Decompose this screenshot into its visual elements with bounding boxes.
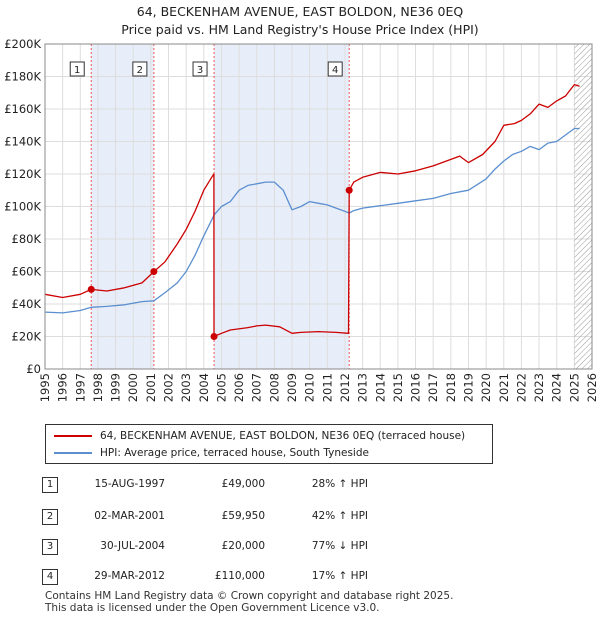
y-tick-label: £20K — [12, 330, 42, 344]
x-tick-label: 2007 — [250, 373, 264, 402]
sale-point — [150, 268, 158, 276]
x-tick-label: 1998 — [91, 373, 105, 402]
x-tick-label: 2013 — [356, 373, 370, 402]
x-tick-label: 2000 — [126, 373, 140, 402]
legend-swatch-hpi — [54, 452, 92, 454]
sale-date: 29-MAR-2012 — [94, 570, 165, 582]
sale-marker-label: 1 — [74, 65, 80, 76]
forecast-hatch-region — [574, 44, 592, 369]
sale-price: £59,950 — [221, 510, 265, 522]
y-tick-label: £200K — [4, 37, 41, 51]
sale-point — [87, 285, 95, 293]
sale-price: £110,000 — [214, 570, 265, 582]
copyright-notice: Contains HM Land Registry data © Crown c… — [45, 590, 454, 602]
chart-subtitle: Price paid vs. HM Land Registry's House … — [121, 22, 479, 37]
x-tick-label: 2009 — [285, 373, 299, 402]
sale-marker-box — [69, 61, 85, 77]
y-tick-label: £0 — [26, 362, 41, 376]
sale-marker-box — [132, 61, 148, 77]
sale-marker-badge: 3 — [192, 61, 208, 77]
x-tick-label: 2023 — [532, 373, 546, 402]
x-tick-label: 2001 — [144, 373, 158, 402]
sale-row: 2 02-MAR-2001 £59,950 42% ↑ HPI — [0, 507, 600, 527]
x-tick-label: 2005 — [214, 373, 228, 402]
x-tick-label: 2003 — [179, 373, 193, 402]
x-tick-label: 2016 — [409, 373, 423, 402]
x-tick-label: 2011 — [320, 373, 334, 402]
x-tick-label: 2014 — [373, 373, 387, 402]
x-tick-label: 2017 — [426, 373, 440, 402]
price-chart: 1 2 3 4 £0 £20K £40K £60K £80K £100K £120K £140K £16… — [4, 37, 599, 402]
legend-swatch-property — [54, 435, 92, 437]
sale-date: 30-JUL-2004 — [100, 540, 165, 552]
sale-date: 15-AUG-1997 — [94, 478, 165, 490]
sale-marker-badge: 4 — [327, 61, 343, 77]
chart-legend: 64, BECKENHAM AVENUE, EAST BOLDON, NE36 … — [45, 424, 493, 464]
sale-point — [345, 186, 353, 194]
sale-hpi-change: 28% ↑ HPI — [311, 478, 368, 490]
x-tick-label: 2025 — [567, 373, 581, 402]
sale-price: £49,000 — [221, 478, 265, 490]
x-tick-label: 2012 — [338, 373, 352, 402]
x-tick-label: 2004 — [197, 373, 211, 402]
property-series-line — [44, 83, 580, 338]
y-tick-label: £120K — [4, 167, 41, 181]
x-tick-label: 1996 — [56, 373, 70, 402]
sale-number-badge: 2 — [42, 509, 58, 525]
x-tick-label: 2006 — [232, 373, 246, 402]
x-tick-label: 2021 — [497, 373, 511, 402]
x-tick-label: 2015 — [391, 373, 405, 402]
sale-row: 4 29-MAR-2012 £110,000 17% ↑ HPI — [0, 567, 600, 587]
sale-price: £20,000 — [221, 540, 265, 552]
sale-marker-label: 2 — [137, 65, 143, 76]
sale-row: 1 15-AUG-1997 £49,000 28% ↑ HPI — [0, 475, 600, 495]
sale-point — [210, 333, 218, 340]
x-tick-label: 2020 — [479, 373, 493, 402]
sale-marker-label: 4 — [332, 65, 338, 76]
plot-frame — [44, 43, 593, 370]
legend-label-property: 64, BECKENHAM AVENUE, EAST BOLDON, NE36 … — [100, 430, 466, 442]
sale-marker-box — [192, 61, 208, 77]
sale-hpi-change: 42% ↑ HPI — [311, 510, 368, 522]
chart-title: 64, BECKENHAM AVENUE, EAST BOLDON, NE36 … — [136, 4, 464, 19]
x-tick-label: 2026 — [585, 373, 599, 402]
x-tick-label: 2010 — [303, 373, 317, 402]
y-tick-label: £180K — [4, 70, 41, 84]
sale-number-badge: 3 — [42, 539, 58, 555]
x-tick-label: 1997 — [73, 373, 87, 402]
x-tick-label: 2002 — [162, 373, 176, 402]
x-tick-label: 2019 — [461, 373, 475, 402]
y-tick-label: £80K — [12, 232, 42, 246]
hpi-series-line — [44, 127, 580, 314]
sale-marker-badge: 1 — [69, 61, 85, 77]
sale-number-badge: 4 — [42, 569, 58, 585]
y-tick-label: £140K — [4, 135, 41, 149]
sale-marker-label: 3 — [197, 65, 203, 76]
x-tick-label: 1999 — [109, 373, 123, 402]
legend-label-hpi: HPI: Average price, terraced house, Sout… — [100, 447, 369, 459]
y-tick-label: £100K — [4, 200, 41, 214]
x-tick-label: 2008 — [267, 373, 281, 402]
sale-hpi-change: 17% ↑ HPI — [311, 570, 368, 582]
x-tick-label: 2022 — [514, 373, 528, 402]
y-tick-label: £160K — [4, 102, 41, 116]
sale-marker-badge: 2 — [132, 61, 148, 77]
license-notice: This data is licensed under the Open Gov… — [45, 602, 380, 614]
sale-row: 3 30-JUL-2004 £20,000 77% ↓ HPI — [0, 537, 600, 557]
sale-hpi-change: 77% ↓ HPI — [311, 540, 368, 552]
sale-number-badge: 1 — [42, 477, 58, 493]
sale-date: 02-MAR-2001 — [94, 510, 165, 522]
y-tick-label: £60K — [12, 265, 42, 279]
sale-marker-box — [327, 61, 343, 77]
x-tick-label: 1995 — [38, 373, 52, 402]
x-tick-label: 2018 — [444, 373, 458, 402]
x-tick-label: 2024 — [550, 373, 564, 402]
y-tick-label: £40K — [12, 297, 42, 311]
